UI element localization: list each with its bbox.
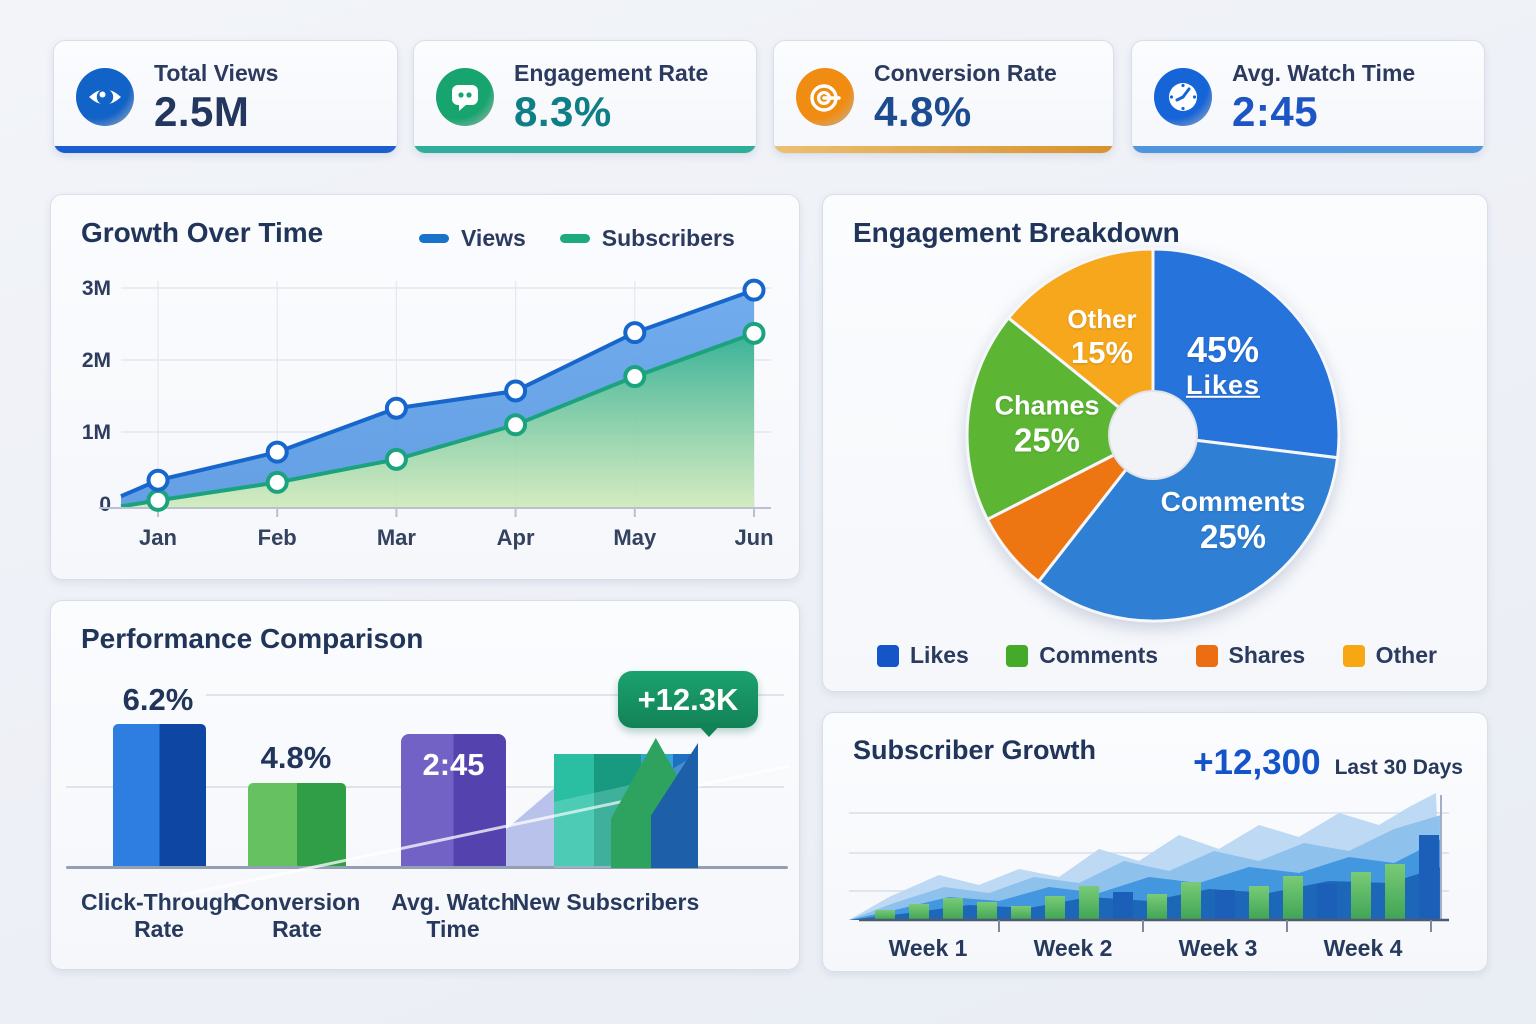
new-subscribers-callout: +12.3K	[618, 671, 758, 737]
subscriber-growth-chart	[849, 793, 1449, 932]
growth-over-time-card: Growth Over Time Views Subscribers 3M 2M 1…	[50, 194, 800, 580]
category-label: Click-Through Rate	[81, 889, 237, 943]
subscriber-growth-card: Subscriber Growth +12,300 Last 30 Days W…	[822, 712, 1488, 972]
engagement-legend: Likes Comments Shares Other	[877, 642, 1437, 669]
legend-item-subscribers[interactable]: Subscribers	[559, 225, 735, 252]
likes-legend-swatch	[877, 644, 899, 667]
legend-item-shares[interactable]: Shares	[1195, 642, 1306, 669]
svg-text:0: 0	[99, 493, 111, 516]
svg-text:Mar: Mar	[377, 525, 417, 550]
pie-label-comments: Comments 25%	[1160, 485, 1306, 556]
comments-legend-label: Comments	[1039, 642, 1159, 668]
subscribers-legend-swatch	[559, 234, 590, 243]
week-label: Week 3	[1178, 935, 1258, 961]
kpi-accent-strip	[54, 146, 397, 153]
week-label: Week 2	[1033, 935, 1113, 961]
performance-comparison-card: Performance Comparison 6.2% 4.8% 2:45 +1…	[50, 600, 800, 970]
performance-categories: Click-Through Rate Conversion Rate Avg. …	[66, 889, 784, 949]
performance-chart-title: Performance Comparison	[81, 623, 424, 654]
bar-click-through-rate[interactable]	[113, 724, 206, 868]
eye-icon	[76, 68, 134, 126]
subscriber-headline-caption: Last 30 Days	[1334, 756, 1463, 779]
kpi-card-engagement-rate: Engagement Rate 8.3%	[413, 40, 757, 154]
svg-text:Feb: Feb	[258, 525, 297, 550]
engagement-pie-chart	[965, 247, 1341, 623]
kpi-value: 2.5M	[154, 87, 250, 135]
views-legend-swatch	[419, 234, 449, 243]
engagement-breakdown-card: Engagement Breakdown 45% Likes Other 15%…	[822, 194, 1488, 692]
likes-legend-label: Likes	[910, 642, 969, 668]
bar-avg-watch-time[interactable]: 2:45	[401, 734, 506, 868]
svg-text:Apr: Apr	[497, 525, 535, 550]
category-label: Avg. Watch Time	[391, 889, 515, 943]
target-icon	[796, 68, 854, 126]
bar-value-label: 6.2%	[122, 682, 194, 717]
kpi-accent-strip	[1132, 146, 1484, 153]
kpi-value: 2:45	[1232, 87, 1319, 135]
svg-text:2M: 2M	[82, 349, 111, 372]
x-axis-line	[66, 866, 788, 869]
week-label: Week 4	[1323, 935, 1403, 961]
comments-legend-swatch	[1006, 644, 1029, 667]
category-label: New Subscribers	[512, 889, 700, 915]
shares-legend-label: Shares	[1228, 642, 1306, 668]
bar-conversion-rate[interactable]	[248, 783, 346, 868]
chat-icon	[436, 68, 494, 126]
kpi-title: Conversion Rate	[874, 60, 1057, 87]
category-label: Conversion Rate	[233, 889, 361, 943]
growth-area-chart: 3M 2M 1M 0 Jan Feb Mar Apr May Jun	[82, 277, 774, 550]
kpi-accent-strip	[414, 146, 756, 153]
legend-item-comments[interactable]: Comments	[1006, 642, 1158, 669]
growth-legend: Views Subscribers	[419, 225, 735, 252]
growth-chart-title: Growth Over Time	[81, 217, 324, 248]
subscribers-legend-label: Subscribers	[601, 225, 735, 251]
kpi-title: Total Views	[154, 60, 279, 87]
kpi-accent-strip	[774, 146, 1113, 153]
other-legend-label: Other	[1375, 642, 1437, 668]
gridline	[206, 694, 784, 696]
kpi-title: Engagement Rate	[514, 60, 709, 87]
other-legend-swatch	[1342, 644, 1365, 667]
views-legend-label: Views	[461, 225, 526, 251]
svg-text:Jan: Jan	[139, 525, 177, 550]
week-label: Week 1	[888, 935, 968, 961]
svg-text:1M: 1M	[82, 421, 111, 444]
pie-label-chames: Chames 25%	[994, 390, 1100, 459]
kpi-title: Avg. Watch Time	[1232, 60, 1416, 87]
svg-text:3M: 3M	[82, 277, 111, 300]
kpi-card-total-views: Total Views 2.5M	[53, 40, 398, 154]
kpi-value: 4.8%	[874, 87, 972, 135]
legend-item-likes[interactable]: Likes	[877, 642, 969, 669]
kpi-value: 8.3%	[514, 87, 612, 135]
kpi-card-conversion-rate: Conversion Rate 4.8%	[773, 40, 1114, 154]
clock-icon	[1154, 68, 1212, 126]
kpi-card-avg-watch-time: Avg. Watch Time 2:45	[1131, 40, 1485, 154]
subscriber-chart-title: Subscriber Growth	[853, 735, 1097, 765]
svg-text:Jun: Jun	[734, 525, 773, 550]
bar-value-label: 4.8%	[260, 740, 332, 775]
pie-label-likes: 45% Likes	[1185, 328, 1261, 401]
legend-item-views[interactable]: Views	[419, 225, 526, 252]
svg-text:May: May	[613, 525, 657, 550]
engagement-chart-title: Engagement Breakdown	[853, 217, 1180, 248]
legend-item-other[interactable]: Other	[1342, 642, 1437, 669]
subscriber-headline-value: +12,300	[1193, 743, 1321, 782]
pie-label-other: Other 15%	[1067, 304, 1137, 371]
shares-legend-swatch	[1195, 644, 1218, 667]
subscriber-headline: +12,300 Last 30 Days	[1193, 743, 1463, 783]
performance-bar-chart: 6.2% 4.8% 2:45 +12.3K	[66, 661, 790, 897]
